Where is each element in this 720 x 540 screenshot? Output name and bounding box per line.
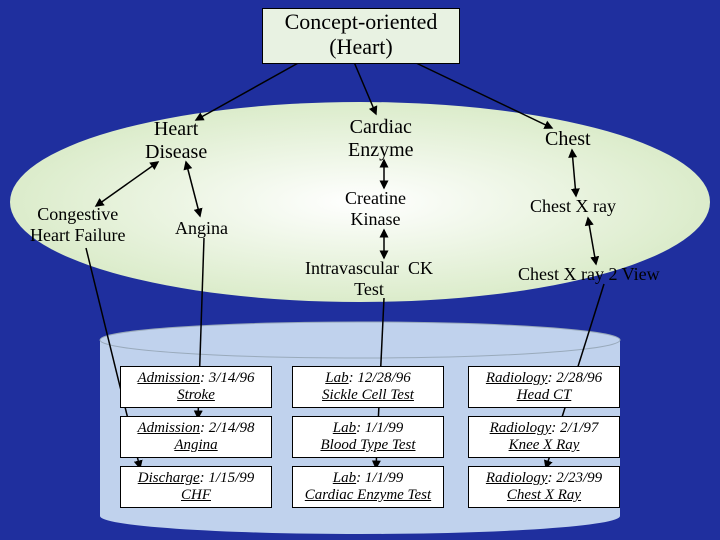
node-cardiac-enzyme: Cardiac Enzyme xyxy=(348,116,414,162)
node-intravascular: Intravascular CK Test xyxy=(305,258,433,299)
record-desc: Head CT xyxy=(469,387,619,404)
record-col3-1: Radiology: 2/1/97Knee X Ray xyxy=(468,416,620,458)
node-chest: Chest xyxy=(545,128,591,151)
title-line2: (Heart) xyxy=(329,34,393,59)
record-date: : 2/28/96 xyxy=(548,370,603,386)
record-date: : 3/14/96 xyxy=(200,370,255,386)
record-type: Radiology xyxy=(486,470,548,486)
record-desc: Stroke xyxy=(121,387,271,404)
record-col3-2: Radiology: 2/23/99Chest X Ray xyxy=(468,466,620,508)
record-date: : 2/14/98 xyxy=(200,420,255,436)
record-desc: Chest X Ray xyxy=(469,487,619,504)
record-date: : 2/1/97 xyxy=(551,420,598,436)
record-col3-0: Radiology: 2/28/96Head CT xyxy=(468,366,620,408)
record-date: : 1/1/99 xyxy=(356,470,403,486)
record-type: Admission xyxy=(137,420,200,436)
record-desc: Knee X Ray xyxy=(469,437,619,454)
record-type: Radiology xyxy=(490,420,552,436)
record-desc: CHF xyxy=(121,487,271,504)
node-angina: Angina xyxy=(175,218,228,239)
title-line1: Concept-oriented xyxy=(285,9,438,34)
record-type: Radiology xyxy=(486,370,548,386)
record-type: Admission xyxy=(137,370,200,386)
record-col2-2: Lab: 1/1/99Cardiac Enzyme Test xyxy=(292,466,444,508)
record-type: Lab xyxy=(325,370,348,386)
record-type: Discharge xyxy=(138,470,200,486)
record-date: : 1/1/99 xyxy=(356,420,403,436)
record-col2-1: Lab: 1/1/99Blood Type Test xyxy=(292,416,444,458)
record-desc: Angina xyxy=(121,437,271,454)
record-col2-0: Lab: 12/28/96Sickle Cell Test xyxy=(292,366,444,408)
record-col1-0: Admission: 3/14/96Stroke xyxy=(120,366,272,408)
node-congestive: Congestive Heart Failure xyxy=(30,204,125,245)
record-date: : 12/28/96 xyxy=(349,370,411,386)
record-type: Lab xyxy=(333,470,356,486)
node-heart-disease: Heart Disease xyxy=(145,118,207,164)
record-desc: Blood Type Test xyxy=(293,437,443,454)
record-date: : 1/15/99 xyxy=(200,470,255,486)
record-date: : 2/23/99 xyxy=(548,470,603,486)
node-chest-xray2: Chest X ray 2 View xyxy=(518,264,660,285)
node-creatine: Creatine Kinase xyxy=(345,188,406,229)
record-desc: Cardiac Enzyme Test xyxy=(293,487,443,504)
record-col1-1: Admission: 2/14/98Angina xyxy=(120,416,272,458)
title-box: Concept-oriented(Heart) xyxy=(262,8,460,64)
node-chest-xray: Chest X ray xyxy=(530,196,616,217)
record-type: Lab xyxy=(333,420,356,436)
record-desc: Sickle Cell Test xyxy=(293,387,443,404)
record-col1-2: Discharge: 1/15/99CHF xyxy=(120,466,272,508)
